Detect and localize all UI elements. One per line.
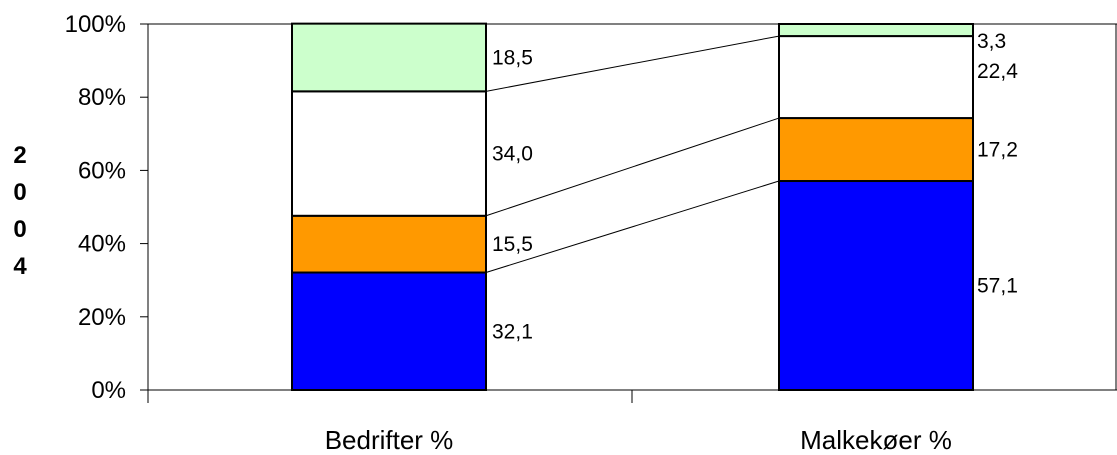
axes: 0% 20% 40% 60% 80% 100% Bedrifter % Malkekøer % xyxy=(65,11,1117,455)
data-label: 17,2 xyxy=(977,139,1018,162)
x-tick-label: Malkekøer % xyxy=(800,425,952,455)
bar-segment xyxy=(778,35,974,120)
bar-segment xyxy=(291,22,487,93)
bar-segment xyxy=(778,23,974,38)
y-tick-label: 20% xyxy=(78,304,126,331)
series-line xyxy=(485,35,780,92)
bar-segment xyxy=(291,90,487,217)
data-label: 57,1 xyxy=(977,275,1018,298)
x-tick-label: Bedrifter % xyxy=(325,425,454,455)
data-labels: 32,1 15,5 34,0 18,5 57,1 17,2 22,4 3,3 xyxy=(492,30,1018,343)
series-line xyxy=(485,180,780,273)
data-label: 3,3 xyxy=(977,30,1006,53)
data-label: 15,5 xyxy=(492,233,533,256)
bar-segment xyxy=(778,117,974,183)
y-axis-title-char: 2 xyxy=(13,142,26,169)
data-label: 32,1 xyxy=(492,320,533,343)
data-label: 34,0 xyxy=(492,143,533,166)
data-label: 18,5 xyxy=(492,46,533,69)
y-axis-title-char: 4 xyxy=(13,253,27,280)
y-tick-label: 60% xyxy=(78,157,126,184)
data-label: 22,4 xyxy=(977,60,1018,83)
y-tick-label: 80% xyxy=(78,84,126,111)
bars xyxy=(291,22,974,392)
y-tick-label: 100% xyxy=(65,11,126,38)
series-line xyxy=(485,117,780,217)
y-axis-title-char: 0 xyxy=(13,216,26,243)
bar-segment xyxy=(291,271,487,392)
y-axis-title-char: 0 xyxy=(13,179,26,206)
y-tick-label: 40% xyxy=(78,231,126,258)
bar-segment xyxy=(291,214,487,274)
series-lines xyxy=(485,35,780,273)
y-tick-label: 0% xyxy=(91,377,126,404)
bar-segment xyxy=(778,180,974,391)
